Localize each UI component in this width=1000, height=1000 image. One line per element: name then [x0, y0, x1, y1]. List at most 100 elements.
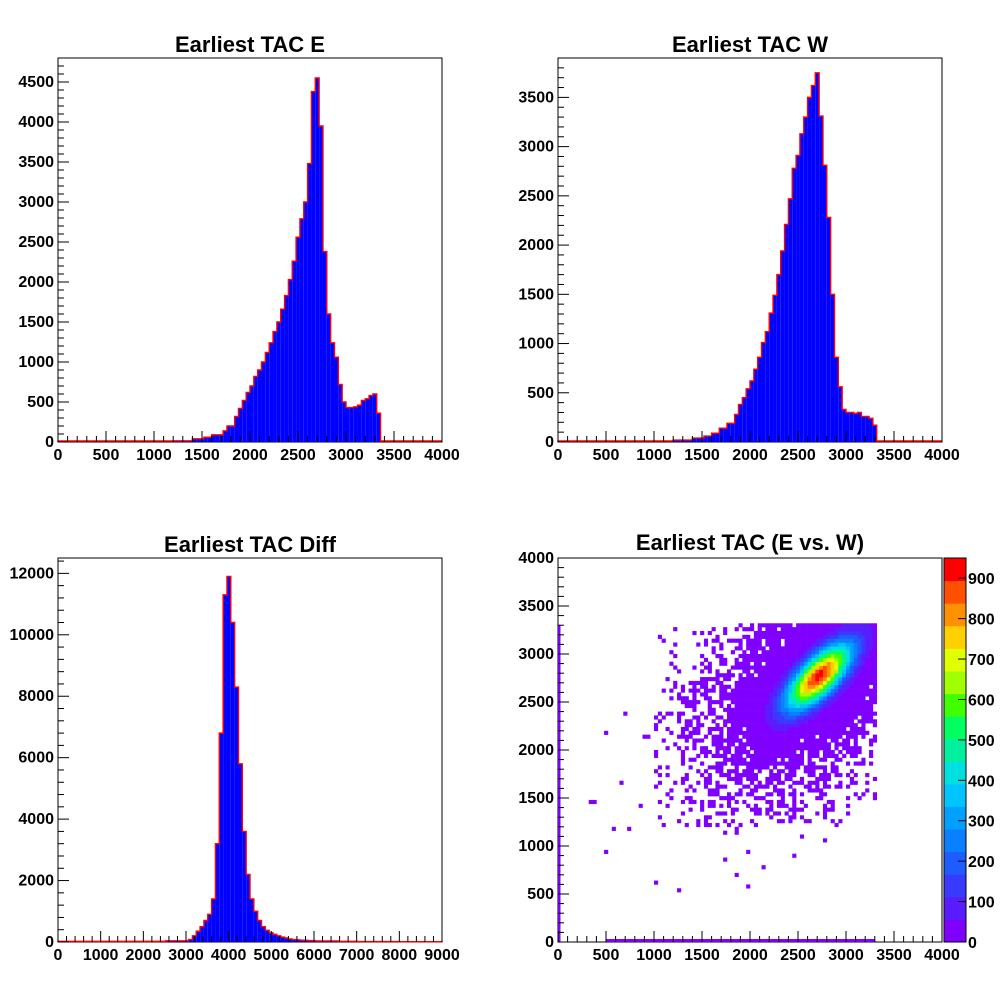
heatmap-cell [684, 773, 689, 778]
heatmap-cell [861, 630, 866, 636]
heatmap-cell [857, 650, 862, 655]
heatmap-cell [654, 784, 659, 789]
histogram-bar [273, 331, 277, 442]
heatmap-cell [788, 765, 793, 770]
heatmap-cell [776, 700, 782, 705]
heatmap-cell [726, 711, 732, 716]
heatmap-cell [822, 677, 828, 682]
heatmap-cell [780, 646, 785, 651]
heatmap-cell [665, 773, 670, 778]
heatmap-cell [815, 730, 820, 735]
histogram-bar [265, 352, 270, 442]
y-tick-label: 2500 [18, 234, 54, 251]
heatmap-cell [811, 692, 816, 697]
heatmap-cell [742, 715, 747, 720]
heatmap-cell [872, 723, 878, 728]
heatmap-cell [799, 623, 805, 628]
heatmap-cell [819, 773, 824, 778]
heatmap-cell [707, 788, 712, 793]
y-tick-label: 3500 [518, 598, 554, 615]
heatmap-cell [849, 642, 854, 647]
heatmap-cell [872, 738, 878, 743]
heatmap-cell [700, 746, 705, 751]
heatmap-cell [730, 726, 735, 732]
heatmap-cell [776, 650, 782, 655]
heatmap-cell [773, 623, 778, 628]
heatmap-cell [738, 638, 743, 643]
heatmap-cell [842, 684, 847, 689]
heatmap-cell [623, 711, 628, 716]
heatmap-cell [849, 711, 854, 716]
heatmap-cell [849, 650, 854, 655]
heatmap-cell [788, 673, 793, 678]
heatmap-cell [846, 811, 851, 816]
heatmap-cell [792, 715, 797, 720]
heatmap-cell [822, 692, 828, 697]
heatmap-cell [826, 661, 831, 666]
heatmap-cell [734, 707, 739, 712]
heatmap-cell [842, 719, 847, 724]
heatmap-cell [776, 703, 782, 709]
heatmap-cell [688, 765, 693, 770]
heatmap-cell [757, 688, 762, 693]
heatmap-cell [811, 765, 816, 770]
heatmap-cell [822, 757, 828, 762]
histogram-bar [761, 342, 766, 442]
histogram-bar [711, 433, 716, 442]
heatmap-cell [684, 696, 689, 701]
heatmap-cell [776, 646, 782, 651]
heatmap-cell [811, 657, 816, 662]
heatmap-cell [849, 623, 854, 628]
heatmap-cell [853, 726, 858, 732]
heatmap-cell [803, 688, 808, 693]
heatmap-cell [696, 726, 701, 732]
heatmap-cell [761, 688, 766, 693]
y-tick-label: 6000 [18, 750, 54, 767]
heatmap-cell [776, 780, 782, 785]
heatmap-cell [750, 623, 755, 628]
heatmap-cell [692, 738, 697, 743]
heatmap-cell [796, 696, 801, 701]
colorbar-segment [944, 693, 966, 717]
heatmap-cell [815, 715, 820, 720]
heatmap-cell [734, 746, 739, 751]
heatmap-cell [719, 738, 724, 743]
x-tick-label: 1000 [636, 447, 672, 464]
heatmap-cell [834, 773, 839, 778]
heatmap-cell [742, 746, 747, 751]
heatmap-cell [750, 719, 755, 724]
heatmap-cell [692, 715, 697, 720]
heatmap-cell [857, 688, 862, 693]
heatmap-cell [688, 796, 693, 801]
heatmap-cell [853, 703, 858, 709]
heatmap-cell [765, 677, 770, 682]
heatmap-cell [853, 665, 858, 670]
heatmap-cell [834, 642, 839, 647]
heatmap-cell [869, 753, 874, 758]
heatmap-cell [773, 684, 778, 689]
heatmap-cell [688, 757, 693, 762]
heatmap-cell [757, 784, 762, 789]
heatmap-cell [842, 753, 847, 758]
heatmap-cell [834, 753, 839, 758]
heatmap-cell [838, 661, 843, 666]
heatmap-cell [757, 657, 762, 662]
heatmap-cell [726, 738, 732, 743]
heatmap-cell [822, 696, 828, 701]
heatmap-cell [869, 711, 874, 716]
heatmap-cell [822, 738, 828, 743]
heatmap-cell [811, 738, 816, 743]
heatmap-cell [765, 792, 770, 797]
heatmap-cell [719, 657, 724, 662]
heatmap-cell [711, 726, 716, 732]
heatmap-cell [846, 627, 851, 632]
heatmap-cell [784, 657, 789, 662]
heatmap-cell [857, 623, 862, 628]
heatmap-cell [746, 723, 751, 728]
heatmap-cell [822, 765, 828, 770]
heatmap-cell [803, 803, 808, 808]
heatmap-cell [815, 646, 820, 651]
heatmap-cell [757, 661, 762, 666]
heatmap-cell [811, 673, 816, 678]
heatmap-cell [819, 730, 824, 735]
